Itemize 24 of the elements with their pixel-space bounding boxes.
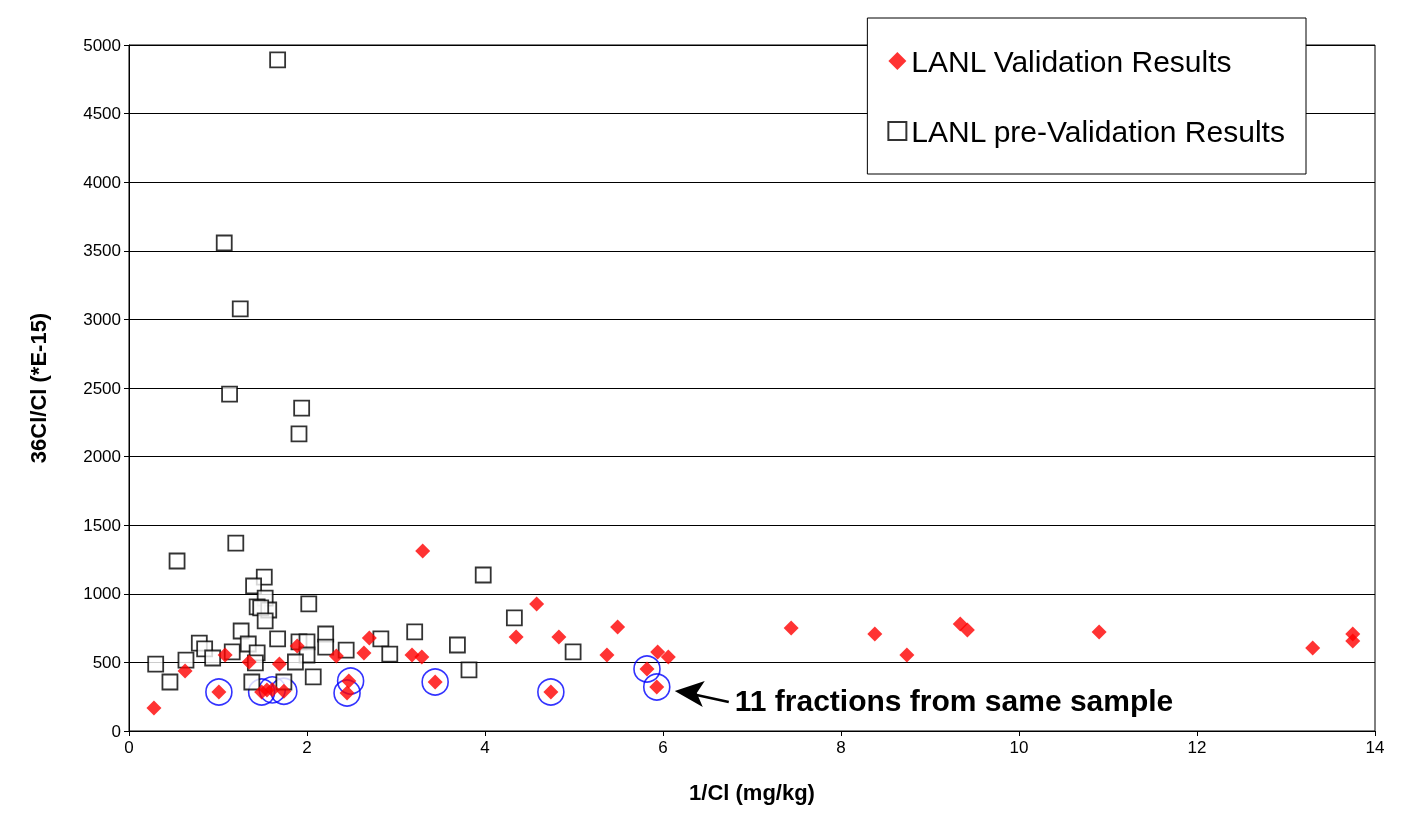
x-tick-label: 6 <box>658 738 668 757</box>
x-tick-label: 14 <box>1365 738 1385 757</box>
x-tick-label: 4 <box>480 738 490 757</box>
y-tick-label: 2000 <box>83 447 121 467</box>
y-tick-label: 3000 <box>83 309 121 329</box>
x-tick-label: 10 <box>1009 738 1029 757</box>
y-axis-title: 36Cl/Cl (*E-15) <box>25 312 51 464</box>
x-tick-label: 2 <box>302 738 312 757</box>
y-tick-label: 1000 <box>83 584 121 604</box>
legend-label: LANL pre-Validation Results <box>911 114 1285 148</box>
y-tick-label: 0 <box>111 721 121 741</box>
annotation: 11 fractions from same sample <box>734 683 1174 718</box>
x-tick-label: 12 <box>1187 738 1207 757</box>
x-tick-label: 0 <box>124 738 134 757</box>
y-tick-label: 2500 <box>83 378 121 398</box>
x-tick-label: 8 <box>836 738 846 757</box>
y-tick-label: 500 <box>92 652 121 672</box>
y-tick-label: 4500 <box>83 104 121 124</box>
y-tick-label: 3500 <box>83 241 121 261</box>
y-tick-label: 5000 <box>83 35 121 55</box>
y-tick-label: 4000 <box>83 172 121 192</box>
x-axis-title: 1/Cl (mg/kg) <box>689 779 815 805</box>
y-tick-label: 1500 <box>83 515 121 535</box>
legend-label: LANL Validation Results <box>911 44 1232 78</box>
